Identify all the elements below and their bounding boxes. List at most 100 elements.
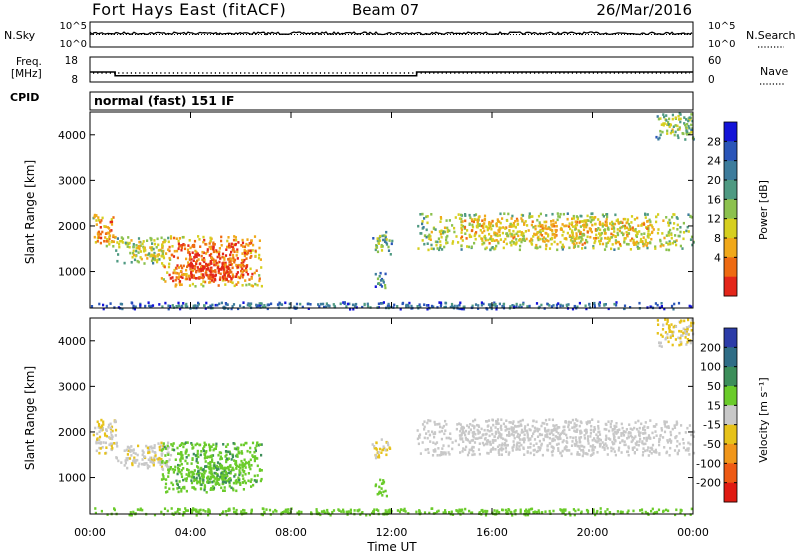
velocity-cell: [513, 430, 516, 434]
velocity-cell: [211, 460, 214, 463]
velocity-cell: [604, 438, 607, 441]
velocity-cell: [537, 449, 540, 453]
velocity-cell: [478, 442, 481, 445]
power-cell: [561, 304, 565, 308]
velocity-cell: [153, 458, 156, 462]
power-cell: [625, 242, 629, 246]
power-cell: [460, 217, 463, 221]
velocity-cell: [255, 444, 258, 448]
power-cell: [236, 250, 239, 254]
power-cell: [659, 117, 662, 120]
power-cell: [576, 305, 579, 309]
power-cell: [226, 303, 229, 306]
velocity-cell: [586, 509, 590, 513]
power-cell: [253, 271, 256, 275]
velocity-cell: [202, 508, 205, 512]
velocity-cell: [508, 434, 511, 437]
velocity-cell: [197, 455, 200, 459]
velocity-cell: [644, 510, 647, 514]
power-cell: [443, 245, 446, 249]
power-cell: [489, 248, 492, 252]
power-cell: [231, 253, 235, 257]
velocity-cell: [607, 437, 611, 440]
power-cell: [190, 268, 193, 271]
velocity-cell: [96, 420, 99, 424]
power-cell: [232, 256, 235, 260]
velocity-cell: [230, 458, 233, 461]
frequency-trace: [90, 71, 693, 77]
power-cell: [490, 239, 494, 242]
power-cell: [229, 253, 232, 257]
power-cell: [477, 216, 480, 219]
power-cell: [468, 213, 471, 217]
power-cell: [177, 276, 180, 280]
power-cell: [221, 264, 224, 268]
power-cell: [617, 240, 620, 244]
power-cell: [258, 277, 261, 280]
velocity-cell: [433, 431, 437, 434]
power-cell: [536, 236, 539, 240]
velocity-cell: [550, 450, 553, 454]
velocity-cell: [444, 509, 447, 512]
velocity-cell: [508, 427, 511, 431]
velocity-cell: [551, 453, 554, 457]
power-cell: [181, 236, 184, 239]
power-cell: [640, 224, 643, 227]
velocity-cell: [502, 437, 505, 441]
power-cell: [510, 233, 513, 236]
velocity-cell: [243, 512, 246, 515]
power-cell: [220, 268, 223, 271]
power-cell: [670, 233, 673, 237]
velocity-cell: [621, 426, 624, 430]
velocity-cell: [680, 343, 683, 346]
power-cell: [150, 259, 154, 263]
power-cell: [657, 137, 660, 141]
power-cell: [351, 303, 355, 307]
velocity-cell: [493, 435, 496, 438]
power-cell: [598, 239, 601, 243]
velocity-cell: [444, 429, 447, 432]
power-cell: [276, 303, 280, 306]
power-cell: [229, 260, 232, 263]
power-cell: [474, 233, 477, 236]
velocity-cell: [224, 477, 227, 481]
velocity-cell: [418, 433, 422, 436]
power-cell: [543, 240, 546, 243]
power-cell: [205, 273, 208, 277]
velocity-cell: [580, 510, 583, 514]
power-cell: [146, 257, 149, 260]
power-cell: [399, 307, 402, 311]
power-cell: [439, 301, 443, 305]
velocity-cell: [345, 510, 348, 514]
power-cell: [605, 224, 608, 227]
power-cell: [233, 235, 236, 238]
power-cell: [235, 283, 238, 286]
velocity-cell: [378, 485, 381, 489]
velocity-cell: [525, 508, 528, 512]
power-cell: [539, 233, 542, 236]
velocity-cell: [521, 438, 524, 441]
power-cell: [184, 277, 187, 281]
power-cell: [234, 275, 237, 278]
power-cell: [473, 214, 476, 217]
power-cell: [230, 280, 233, 283]
velocity-cell: [134, 452, 137, 455]
velocity-cell: [511, 430, 514, 433]
velocity-cell: [458, 434, 461, 437]
velocity-cell: [255, 480, 258, 484]
power-cell: [186, 265, 189, 269]
power-cell: [185, 302, 188, 306]
velocity-cell: [203, 453, 206, 456]
noise-sky-line: [89, 31, 693, 36]
velocity-cell: [616, 510, 619, 513]
power-cell: [199, 245, 202, 248]
power-cell: [255, 303, 258, 307]
velocity-cell: [152, 462, 155, 465]
velocity-cell: [114, 428, 118, 432]
velocity-cell: [219, 451, 223, 455]
power-cell: [636, 245, 639, 249]
power-cell: [240, 273, 243, 276]
power-cell: [674, 130, 677, 134]
velocity-cell: [241, 461, 244, 465]
power-cell: [656, 231, 660, 235]
